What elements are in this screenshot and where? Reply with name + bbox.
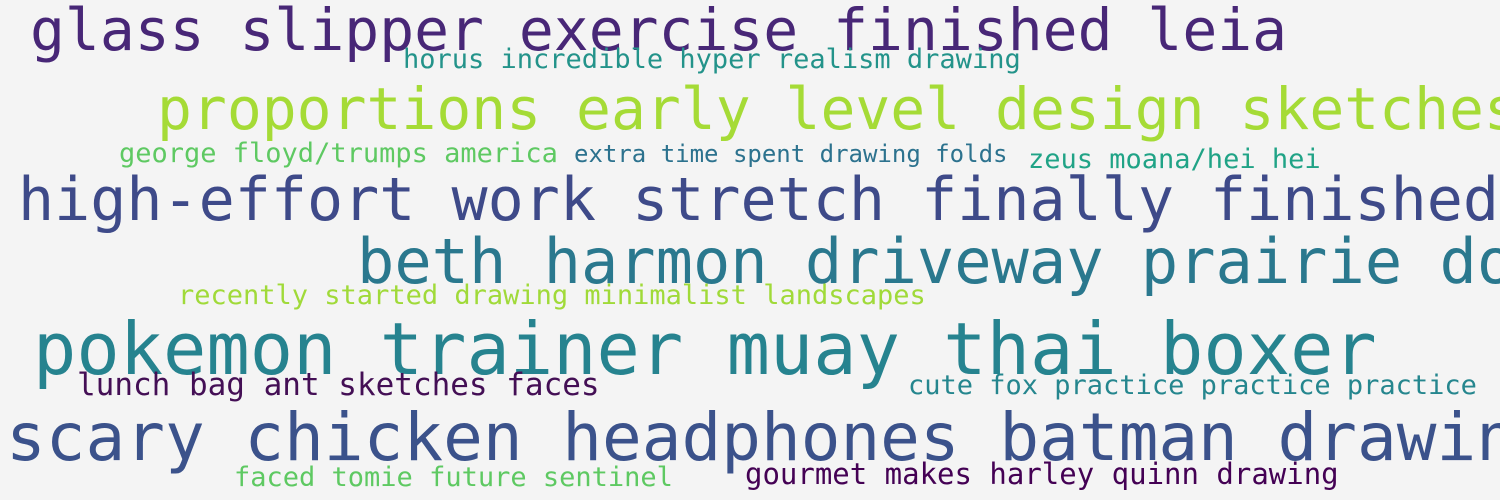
word-cloud-phrase: gourmet makes harley quinn drawing (745, 457, 1339, 491)
word-cloud-phrase: lunch bag ant sketches faces (77, 367, 600, 403)
word-cloud-phrase: horus incredible hyper realism drawing (403, 44, 1021, 75)
word-cloud-phrase: beth harmon driveway prairie dog (357, 225, 1500, 298)
word-cloud-phrase: cute fox practice practice practice (908, 370, 1477, 401)
word-cloud-phrase: glass slipper exercise finished leia (30, 0, 1288, 64)
word-cloud-phrase: recently started drawing minimalist land… (178, 280, 926, 311)
word-cloud-phrase: faced tomie future sentinel (234, 462, 673, 493)
word-cloud-phrase: george floyd/trumps america (119, 138, 558, 169)
word-cloud-phrase: zeus moana/hei hei (1028, 144, 1321, 175)
word-cloud-phrase: scary chicken headphones batman drawing (6, 399, 1500, 476)
word-cloud-phrase: high-effort work stretch finally finishe… (18, 165, 1500, 235)
word-cloud-phrase: extra time spent drawing folds (574, 140, 1008, 168)
word-cloud-phrase: pokemon trainer muay thai boxer (33, 307, 1377, 391)
word-cloud-phrase: proportions early level design sketches (157, 75, 1500, 143)
